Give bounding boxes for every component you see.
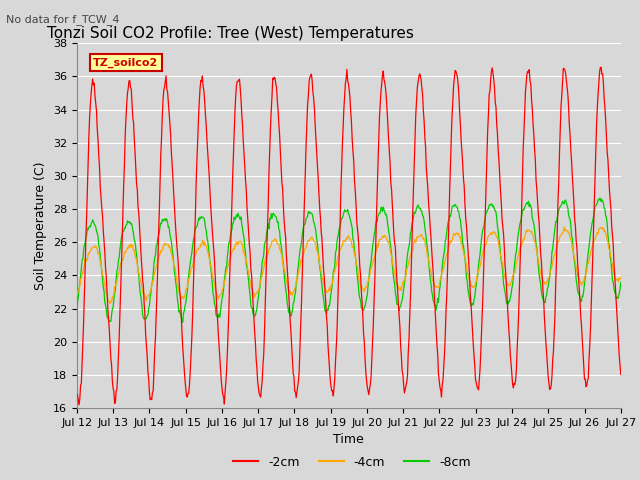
- Y-axis label: Soil Temperature (C): Soil Temperature (C): [35, 161, 47, 290]
- X-axis label: Time: Time: [333, 433, 364, 446]
- Text: TZ_soilco2: TZ_soilco2: [93, 58, 158, 68]
- Legend: -2cm, -4cm, -8cm: -2cm, -4cm, -8cm: [228, 451, 476, 474]
- Text: No data for f_TCW_4: No data for f_TCW_4: [6, 14, 120, 25]
- Text: Tonzi Soil CO2 Profile: Tree (West) Temperatures: Tonzi Soil CO2 Profile: Tree (West) Temp…: [47, 25, 414, 41]
